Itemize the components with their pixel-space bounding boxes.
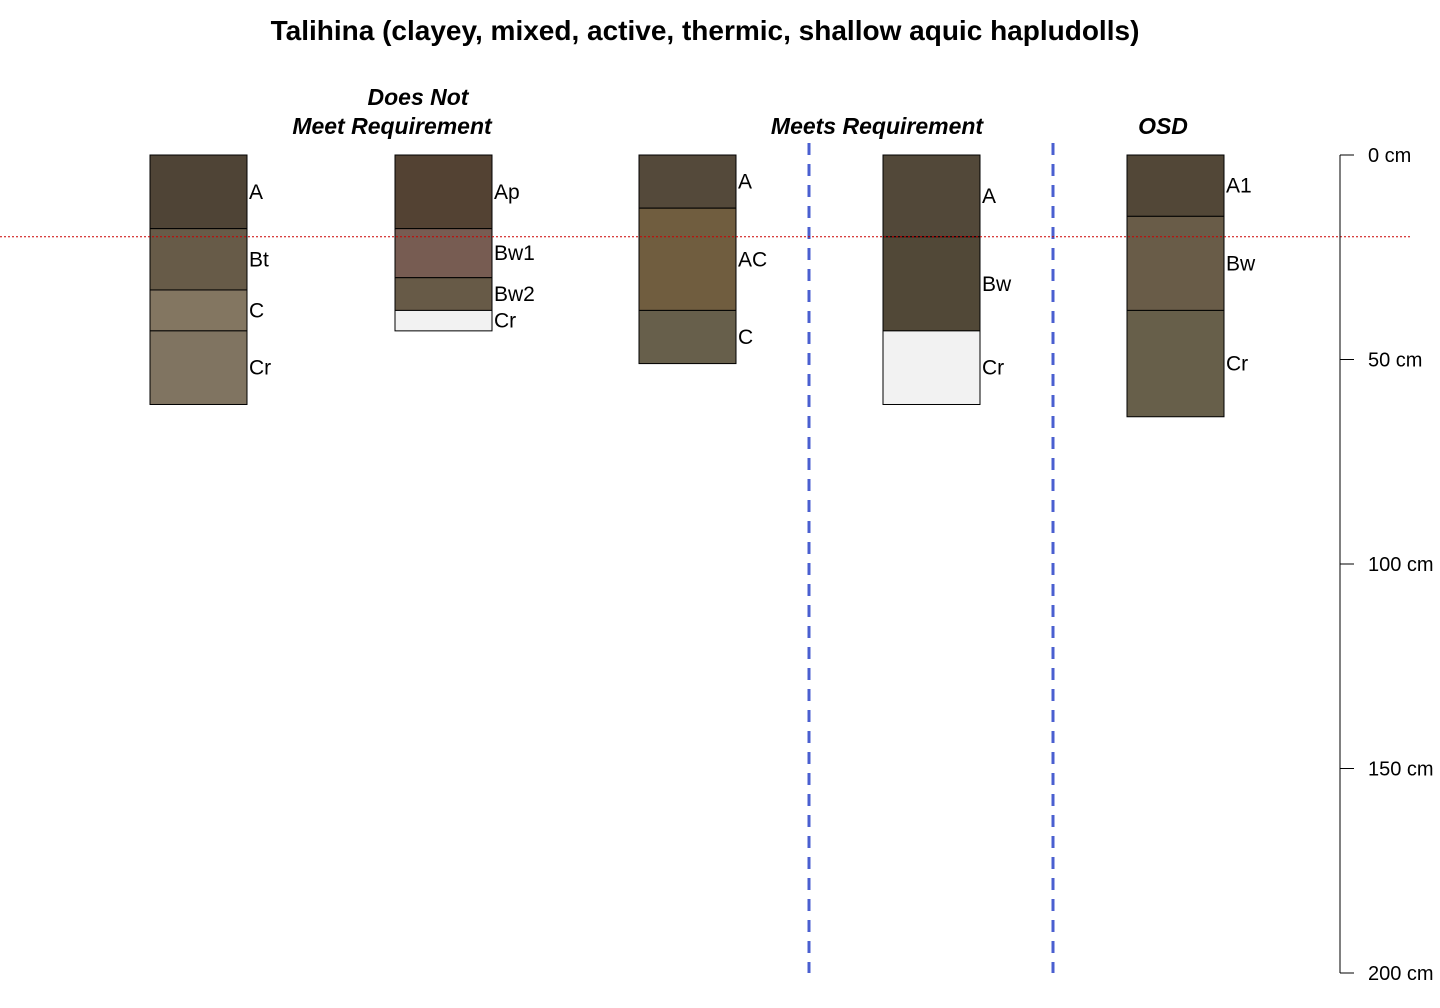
soil-profile-2: Ap Bw1 Bw2 Cr xyxy=(394,154,535,333)
horizon-bt-block xyxy=(149,228,248,291)
soil-profile-1: A Bt C Cr xyxy=(149,154,271,405)
horizon-c-label: C xyxy=(738,326,753,349)
depth-tick-label: 100 cm xyxy=(1368,554,1434,576)
horizon-cr-label: Cr xyxy=(1226,353,1248,376)
horizon-bw-label: Bw xyxy=(982,273,1012,296)
figure-title: Talihina (clayey, mixed, active, thermic… xyxy=(271,15,1140,46)
horizon-a-label: A xyxy=(738,171,752,194)
horizon-cr-block xyxy=(882,330,981,405)
horizon-c-block xyxy=(638,309,737,365)
soil-profile-4: A Bw Cr xyxy=(882,154,1012,405)
horizon-ap-label: Ap xyxy=(494,181,520,204)
horizon-cr-label: Cr xyxy=(494,310,516,333)
soil-profile-3: A AC C xyxy=(638,154,767,365)
depth-tick-label: 50 cm xyxy=(1368,350,1422,372)
horizon-a1-label: A1 xyxy=(1226,175,1252,198)
depth-tick-label: 150 cm xyxy=(1368,759,1434,781)
horizon-bt-label: Bt xyxy=(249,248,269,271)
horizon-a-label: A xyxy=(249,181,263,204)
horizon-cr-label: Cr xyxy=(249,357,271,380)
horizon-ac-block xyxy=(638,207,737,311)
horizon-ac-label: AC xyxy=(738,248,767,271)
depth-axis: 0 cm 50 cm 100 cm 150 cm 200 cm xyxy=(1339,145,1434,985)
horizon-cr-label: Cr xyxy=(982,357,1004,380)
horizon-bw1-label: Bw1 xyxy=(494,242,535,265)
horizon-bw-block xyxy=(882,236,981,332)
soil-profiles: A Bt C Cr Ap Bw1 Bw2 Cr A AC C A Bw Cr A1 Bw Cr xyxy=(149,154,1256,418)
group-label-osd: OSD xyxy=(1138,113,1188,139)
horizon-cr-block xyxy=(394,309,493,332)
depth-tick-label: 0 cm xyxy=(1368,145,1411,167)
horizon-c-label: C xyxy=(249,299,264,322)
horizon-ap-block xyxy=(394,154,493,230)
horizon-a-block xyxy=(638,154,737,209)
group-label-does-not-meet-line1: Does Not xyxy=(368,84,470,110)
horizon-bw-block xyxy=(1126,215,1225,311)
horizon-bw-label: Bw xyxy=(1226,252,1256,275)
horizon-bw2-block xyxy=(394,277,493,311)
horizon-a-label: A xyxy=(982,185,996,208)
horizon-bw2-label: Bw2 xyxy=(494,283,535,306)
horizon-cr-block xyxy=(149,330,248,405)
horizon-a1-block xyxy=(1126,154,1225,217)
horizon-cr-block xyxy=(1126,309,1225,418)
horizon-a-block xyxy=(149,154,248,230)
soil-profile-5: A1 Bw Cr xyxy=(1126,154,1256,418)
horizon-a-block xyxy=(882,154,981,238)
horizon-bw1-block xyxy=(394,228,493,279)
group-label-does-not-meet-line2: Meet Requirement xyxy=(292,113,493,139)
group-label-meets: Meets Requirement xyxy=(771,113,985,139)
depth-tick-label: 200 cm xyxy=(1368,963,1434,985)
horizon-c-block xyxy=(149,289,248,332)
